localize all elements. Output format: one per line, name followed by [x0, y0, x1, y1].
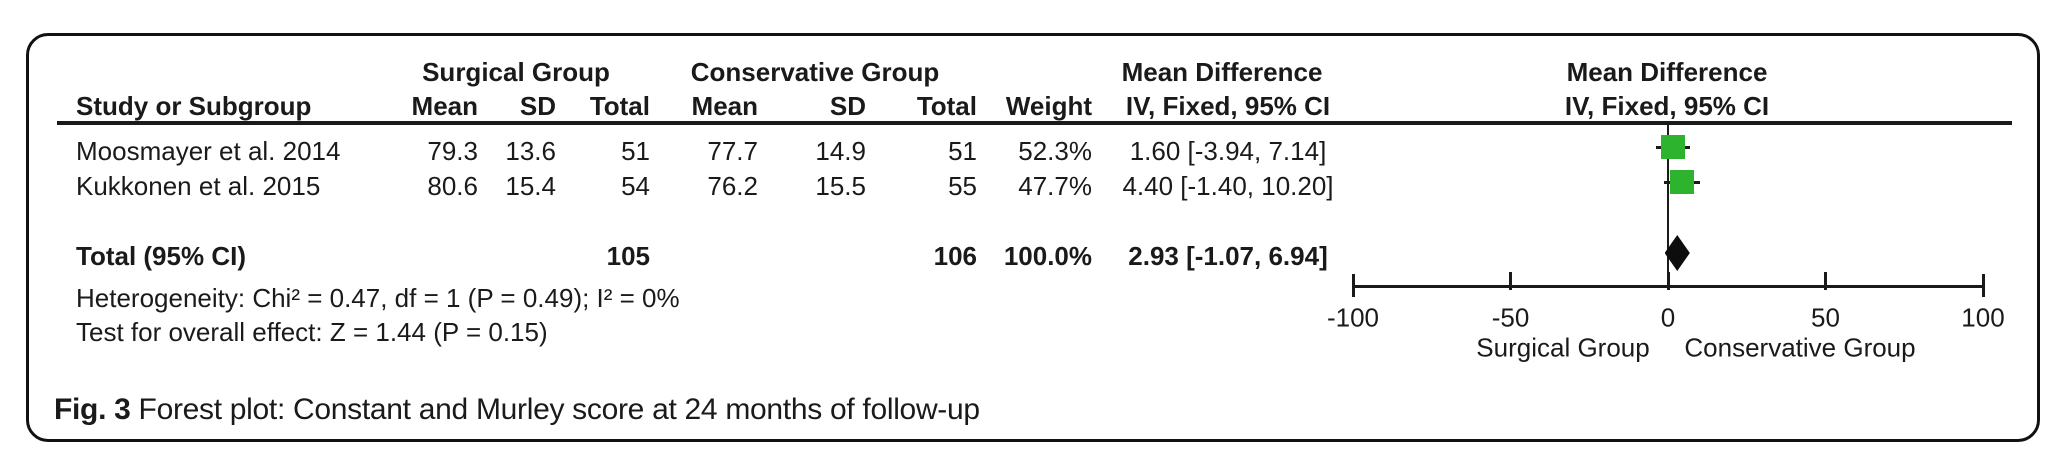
col-header-weight: Weight [1005, 91, 1092, 121]
col-header-ci: IV, Fixed, 95% CI [1125, 91, 1331, 121]
cons-mean: 76.2 [707, 171, 758, 201]
axis-tick [1509, 272, 1512, 290]
heterogeneity-text: Heterogeneity: Chi² = 0.47, df = 1 (P = … [76, 283, 680, 313]
total-surg-total: 105 [606, 241, 650, 271]
zero-line [1667, 125, 1669, 286]
study-name: Kukkonen et al. 2015 [76, 171, 321, 201]
axis-tick-label: 100 [1961, 302, 2005, 333]
axis-left-label: Surgical Group [1476, 332, 1650, 363]
axis-tick [1981, 274, 1985, 297]
col-header-surg-total: Total [589, 91, 650, 121]
study-marker [1661, 135, 1686, 159]
plot-header-mean-difference: Mean Difference [1566, 57, 1768, 87]
ci-text: 1.60 [-3.94, 7.14] [1129, 136, 1327, 166]
plot-header-ci: IV, Fixed, 95% CI [1564, 91, 1770, 121]
cons-sd: 15.5 [815, 171, 866, 201]
col-header-study: Study or Subgroup [76, 91, 312, 121]
surg-mean: 79.3 [427, 136, 478, 166]
group-header-surgical: Surgical Group [422, 57, 610, 87]
col-header-cons-sd: SD [829, 91, 866, 121]
cons-sd: 14.9 [815, 136, 866, 166]
figure-caption: Fig. 3 Forest plot: Constant and Murley s… [54, 393, 980, 427]
col-header-cons-mean: Mean [691, 91, 758, 121]
cons-total: 51 [948, 136, 977, 166]
axis-tick [1824, 272, 1827, 290]
surg-total: 54 [621, 171, 650, 201]
overall-effect-text: Test for overall effect: Z = 1.44 (P = 0… [76, 317, 548, 347]
caption-label: Fig. 3 [54, 393, 131, 426]
cons-mean: 77.7 [707, 136, 758, 166]
surg-mean: 80.6 [427, 171, 478, 201]
axis-tick-label: -100 [1326, 302, 1380, 333]
axis-tick-label: 0 [1660, 302, 1676, 333]
axis-tick-label: -50 [1491, 302, 1530, 333]
total-cons-total: 106 [933, 241, 977, 271]
group-header-conservative: Conservative Group [690, 57, 940, 87]
surg-total: 51 [621, 136, 650, 166]
cons-total: 55 [948, 171, 977, 201]
study-name: Moosmayer et al. 2014 [76, 136, 341, 166]
ci-text: 4.40 [-1.40, 10.20] [1122, 171, 1334, 201]
total-weight: 100.0% [1003, 241, 1092, 271]
total-label: Total (95% CI) [76, 241, 246, 271]
caption-text: Forest plot: Constant and Murley score a… [138, 393, 981, 426]
total-ci-text: 2.93 [-1.07, 6.94] [1128, 241, 1328, 271]
group-header-mean-difference: Mean Difference [1121, 57, 1323, 87]
surg-sd: 15.4 [505, 171, 556, 201]
weight: 47.7% [1018, 171, 1092, 201]
axis-tick [1351, 274, 1355, 297]
study-marker [1669, 170, 1694, 194]
weight: 52.3% [1018, 136, 1092, 166]
axis-right-label: Conservative Group [1684, 332, 1916, 363]
header-rule [57, 121, 2012, 125]
axis-tick-label: 50 [1811, 302, 1840, 333]
surg-sd: 13.6 [505, 136, 556, 166]
col-header-cons-total: Total [916, 91, 977, 121]
col-header-surg-mean: Mean [411, 91, 478, 121]
col-header-surg-sd: SD [519, 91, 556, 121]
figure-border [26, 33, 2040, 442]
